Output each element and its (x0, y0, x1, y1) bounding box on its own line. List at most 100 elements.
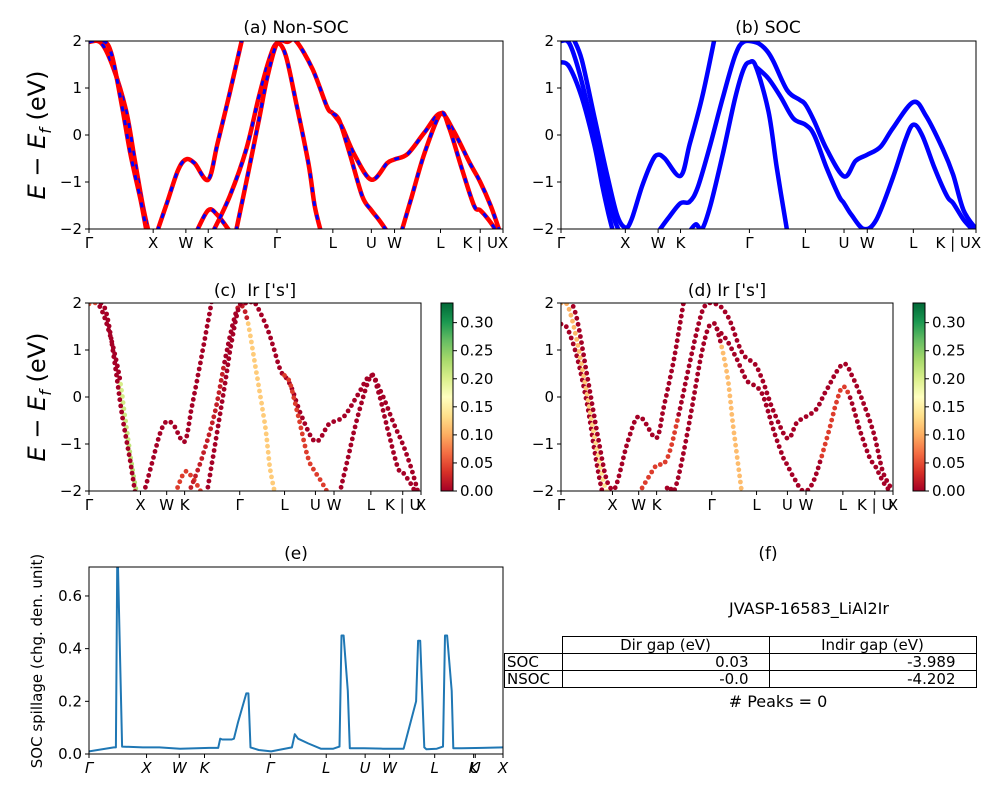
projection-point (572, 330, 578, 336)
projection-point (681, 387, 687, 393)
panel-d-colorbar-ticks: 0.00 0.05 0.10 0.15 0.20 0.25 0.30 (925, 314, 965, 500)
projection-point (873, 464, 879, 470)
projection-point (234, 313, 240, 319)
projection-point (372, 378, 378, 383)
ytick-label: −2 (532, 220, 554, 238)
projection-point (856, 389, 862, 395)
projection-point (598, 450, 604, 455)
xtick-label: Γ (708, 496, 717, 514)
projection-point (269, 474, 274, 480)
projection-point (360, 394, 366, 400)
projection-point (204, 323, 210, 329)
panel-b-bands (561, 41, 976, 229)
projection-point (576, 328, 582, 333)
projection-point (125, 446, 131, 451)
projection-point (188, 485, 194, 490)
xtick-label: W (178, 234, 193, 252)
projection-point (211, 448, 217, 453)
projection-point (682, 381, 688, 387)
band-line-soc-overlay (89, 41, 150, 229)
projection-point (144, 478, 150, 484)
projection-point (248, 333, 253, 339)
projection-point (561, 321, 564, 327)
projection-point (582, 358, 587, 364)
projection-point (217, 384, 223, 389)
projection-point (657, 462, 663, 467)
projection-point (322, 427, 328, 433)
projection-point (406, 457, 411, 463)
projection-point (879, 466, 885, 472)
projection-point (151, 455, 156, 460)
projection-point (195, 372, 201, 378)
projection-point (282, 373, 287, 378)
panel-b-yticks: 2 1 0 −1 −2 (532, 32, 561, 238)
projection-point (854, 383, 860, 389)
projection-point (143, 490, 145, 491)
colorbar-tick-label: 0.25 (932, 342, 965, 360)
projection-point (663, 490, 665, 491)
projection-point (188, 409, 194, 414)
projection-point (561, 303, 564, 306)
projection-point (576, 349, 582, 354)
projection-point (584, 370, 590, 376)
projection-point (824, 435, 830, 441)
xtick-label: K (180, 496, 191, 514)
projection-point (784, 461, 789, 466)
projection-point (674, 338, 680, 344)
ytick-label: 2 (544, 294, 554, 312)
projection-point (696, 321, 702, 326)
projection-point (821, 447, 826, 453)
colorbar-tick-label: 0.30 (460, 314, 493, 332)
projection-point (323, 487, 329, 491)
projection-point (872, 436, 878, 442)
projection-point (661, 405, 667, 410)
projection-point (735, 461, 741, 466)
projection-point (349, 403, 354, 408)
projection-point (761, 396, 767, 402)
projection-point (683, 438, 689, 444)
projection-point (680, 303, 686, 307)
material-id: JVASP-16583_LiAl2Ir (728, 599, 889, 619)
projection-point (588, 395, 594, 400)
projection-point (778, 450, 784, 455)
projection-point (219, 371, 225, 377)
projection-point (237, 303, 243, 307)
xtick-label: X (148, 234, 158, 252)
projection-point (727, 393, 733, 399)
projection-point (320, 482, 326, 488)
projection-point (354, 418, 359, 424)
projection-point (155, 437, 161, 442)
projection-point (684, 432, 690, 438)
projection-point (689, 351, 695, 357)
xtick-label: W (860, 234, 875, 252)
projection-point (569, 298, 574, 303)
projection-point (679, 307, 685, 313)
panel-c-title: (c) Ir ['s'] (214, 281, 296, 301)
projection-point (172, 424, 178, 430)
projection-point (701, 341, 707, 347)
projection-point (307, 461, 313, 467)
projection-point (243, 303, 248, 306)
projection-point (612, 485, 618, 491)
projection-point (215, 396, 221, 402)
projection-point (863, 406, 869, 412)
projection-point (675, 332, 681, 337)
ytick-label: 0.4 (58, 640, 82, 658)
projection-point (263, 431, 269, 437)
projection-point (685, 369, 691, 375)
panel-c-points (89, 303, 420, 491)
projection-point (217, 411, 223, 417)
xtick-label: Γ (266, 759, 276, 777)
gap-table-dir-value: -0.0 (561, 670, 770, 688)
projection-point (189, 403, 195, 408)
xtick-label: U (470, 759, 481, 777)
projection-point (742, 374, 748, 380)
projection-point (394, 429, 400, 434)
band-line-soc (657, 41, 976, 229)
projection-point (259, 312, 264, 318)
panel-e-xticks: Γ X W K Γ L U W L KU X (85, 754, 509, 777)
projection-point (244, 315, 250, 321)
colorbar-tick-label: 0.20 (460, 370, 493, 388)
projection-point (671, 356, 677, 362)
